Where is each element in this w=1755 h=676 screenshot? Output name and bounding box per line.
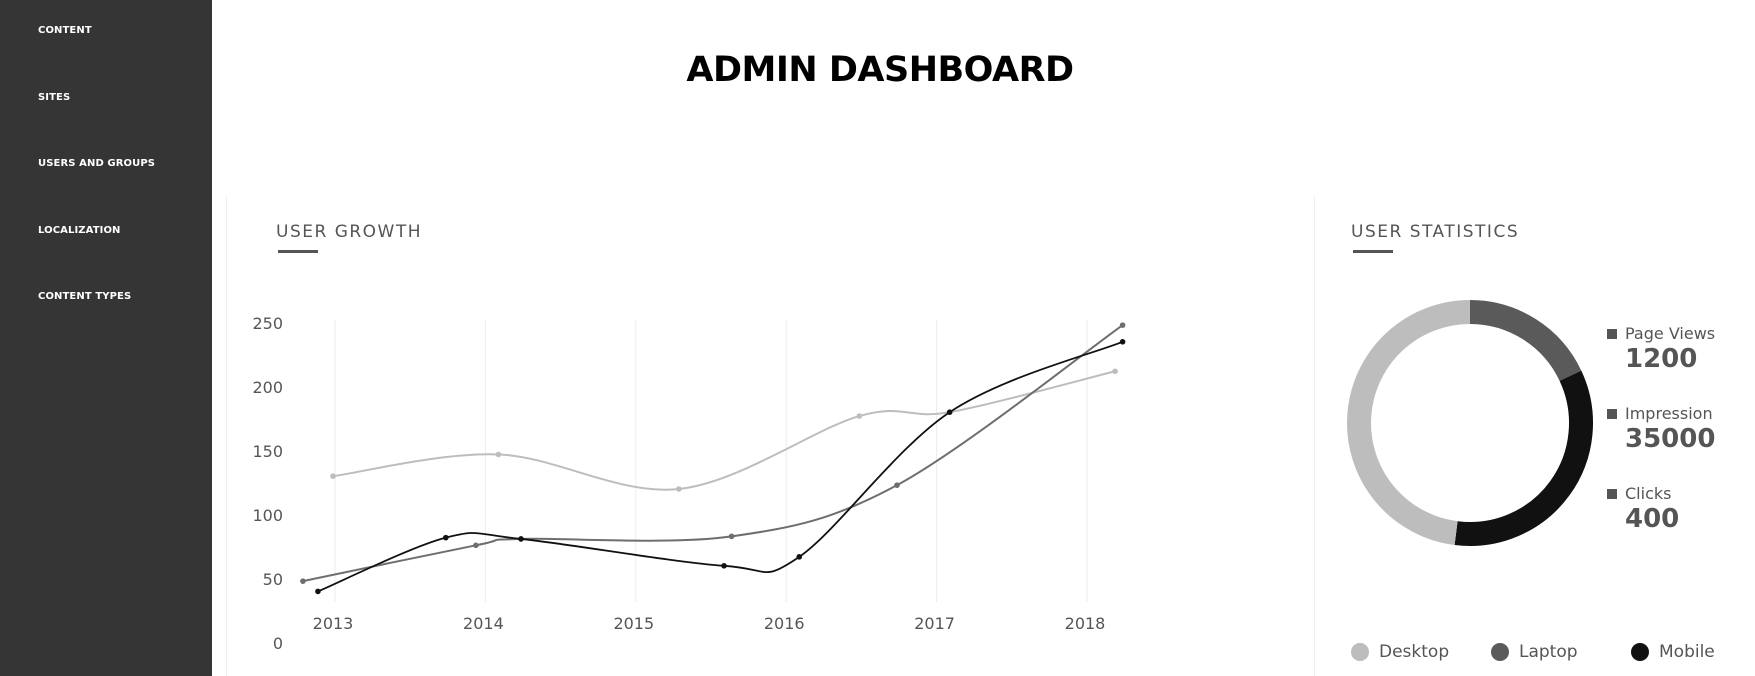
- x-tick-label: 2013: [313, 614, 354, 633]
- data-point: [300, 578, 306, 584]
- mobile-dot-icon: [1631, 643, 1649, 661]
- sidebar-item-content[interactable]: CONTENT: [38, 25, 92, 36]
- sidebar-item-localization[interactable]: LOCALIZATION: [38, 225, 121, 236]
- legend-value: 1200: [1625, 344, 1698, 374]
- data-point: [721, 563, 727, 569]
- data-point: [676, 486, 682, 492]
- data-point: [443, 534, 449, 541]
- data-point: [1112, 368, 1118, 375]
- x-tick-label: 2014: [463, 614, 504, 633]
- main-area: ADMIN DASHBOARD USER GROWTH 250 200 150 100…: [212, 0, 1755, 676]
- y-tick-label: 150: [252, 442, 283, 461]
- series-line: [302, 324, 1124, 583]
- card-title-underline: [1353, 250, 1393, 253]
- sidebar-item-users-and-groups[interactable]: USERS AND GROUPS: [38, 158, 156, 169]
- donut-slice-laptop: [1469, 300, 1582, 382]
- data-point: [946, 409, 953, 415]
- legend-square-icon: [1607, 329, 1617, 339]
- page-title: ADMIN DASHBOARD: [686, 50, 1074, 90]
- user-growth-chart: 250 200 150 100 50 0 2013 2014 2015 2016 2017 2018: [252, 314, 1126, 653]
- donut-slice-mobile: [1454, 370, 1593, 546]
- data-point: [894, 482, 900, 488]
- legend-laptop-label: Laptop: [1519, 642, 1578, 662]
- data-point: [856, 413, 863, 419]
- legend-label: Clicks: [1625, 484, 1672, 503]
- legend-laptop: Laptop: [1491, 642, 1578, 662]
- legend-mobile-label: Mobile: [1659, 642, 1715, 662]
- legend-mobile: Mobile: [1631, 642, 1715, 662]
- series-line: [332, 370, 1116, 491]
- data-point: [728, 533, 735, 540]
- legend-label: Impression: [1625, 404, 1713, 423]
- y-tick-label: 50: [263, 570, 283, 589]
- sidebar-item-sites[interactable]: SITES: [38, 92, 71, 103]
- y-tick-label: 100: [252, 506, 283, 525]
- donut-slice-desktop: [1347, 300, 1471, 546]
- sidebar: CONTENT SITES USERS AND GROUPS LOCALIZAT…: [0, 0, 212, 676]
- legend-square-icon: [1607, 409, 1617, 419]
- data-point: [1119, 322, 1126, 328]
- x-tick-label: 2015: [613, 614, 654, 633]
- legend-value: 35000: [1625, 424, 1716, 454]
- legend-desktop-label: Desktop: [1379, 642, 1450, 662]
- data-point: [473, 542, 479, 549]
- card-title-user-statistics: USER STATISTICS: [1351, 222, 1520, 242]
- card-title-underline: [278, 250, 318, 253]
- legend-desktop: Desktop: [1351, 642, 1449, 662]
- data-point: [1119, 339, 1126, 345]
- legend-label: Page Views: [1625, 324, 1716, 343]
- card-title-user-growth: USER GROWTH: [276, 222, 423, 242]
- y-tick-label: 200: [252, 378, 283, 397]
- user-statistics-card: USER STATISTICS Page Views 1200 Impressi…: [1314, 196, 1755, 676]
- user-growth-card: USER GROWTH 250 200 150 100 50 0 2013 2014 2015 2…: [226, 196, 1350, 676]
- legend-value: 400: [1625, 504, 1680, 534]
- data-point: [315, 588, 321, 595]
- x-tick-label: 2018: [1065, 614, 1106, 633]
- desktop-dot-icon: [1351, 643, 1369, 661]
- laptop-dot-icon: [1491, 643, 1509, 661]
- sidebar-item-content-types[interactable]: CONTENT TYPES: [38, 291, 132, 302]
- data-point: [330, 473, 336, 480]
- legend-square-icon: [1607, 489, 1617, 499]
- y-tick-label: 250: [252, 314, 283, 333]
- data-point: [796, 554, 803, 560]
- user-statistics-donut: [1347, 300, 1593, 546]
- x-tick-label: 2016: [764, 614, 805, 633]
- x-tick-label: 2017: [914, 614, 955, 633]
- y-tick-label: 0: [273, 634, 283, 653]
- data-point: [495, 451, 502, 458]
- data-point: [518, 536, 524, 542]
